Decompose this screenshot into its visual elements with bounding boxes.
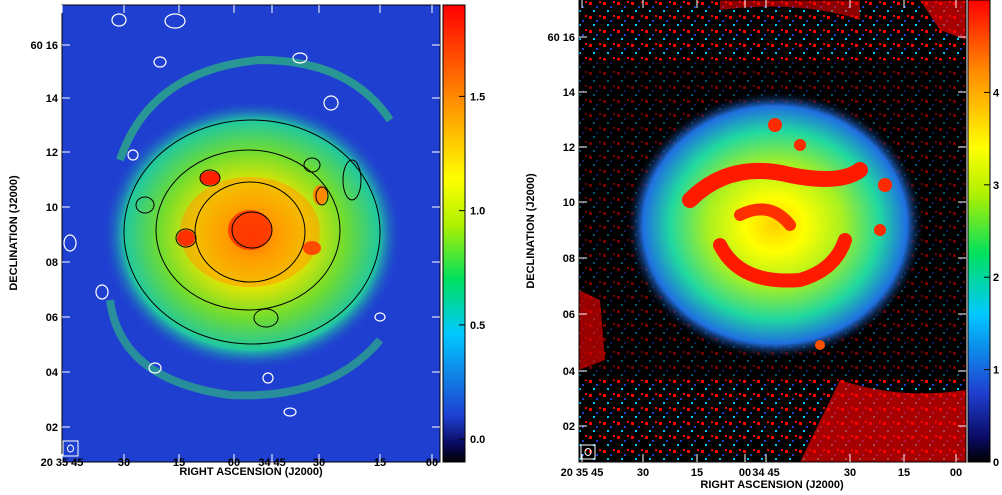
colorbar-tick-label: 1.0 bbox=[470, 206, 485, 218]
colorbar-tick-label: 1 bbox=[993, 365, 999, 377]
dec-tick-label: 04 bbox=[46, 367, 59, 379]
ra-tick-label: 00 bbox=[950, 467, 962, 479]
colorbar-tick-label: 1.5 bbox=[470, 91, 485, 103]
ra-tick-label: 30 bbox=[637, 467, 649, 479]
ra-tick-label: 20 35 45 bbox=[41, 457, 84, 469]
colorbar-tick-label: 0.0 bbox=[470, 434, 485, 446]
dec-tick-label: 06 bbox=[563, 309, 575, 321]
ra-tick-label: 34 45 bbox=[258, 457, 286, 469]
dec-tick-label: 08 bbox=[563, 253, 575, 265]
right-ylabel: DECLINATION (J2000) bbox=[525, 173, 537, 289]
dec-tick-label: 12 bbox=[563, 142, 575, 154]
ra-tick-label: 15 bbox=[898, 467, 910, 479]
right-panel: 20 35 45 30 15 00 34 45 30 15 00 60 16141210080… bbox=[525, 0, 1000, 491]
left-image bbox=[62, 5, 440, 462]
ra-tick-label: 15 bbox=[173, 457, 185, 469]
ra-tick-label: 30 bbox=[844, 467, 856, 479]
right-beam-box bbox=[580, 444, 596, 460]
left-ylabel: DECLINATION (J2000) bbox=[8, 175, 20, 291]
left-xlabel: RIGHT ASCENSION (J2000) bbox=[179, 466, 323, 478]
dec-tick-label: 08 bbox=[46, 257, 58, 269]
colorbar-tick-label: 4 bbox=[993, 87, 1000, 99]
left-beam-box bbox=[62, 440, 79, 457]
ra-tick-label: 30 bbox=[118, 457, 130, 469]
colorbar-tick-label: 2 bbox=[993, 272, 999, 284]
colorbar-tick-label: 0 bbox=[993, 457, 999, 469]
colorbar-tick-label: 3 bbox=[993, 180, 999, 192]
dec-tick-label: 02 bbox=[46, 422, 58, 434]
left-panel: 20 35 45 30 15 00 34 45 30 15 00 60 16 14 12 10 08 0… bbox=[8, 4, 485, 478]
left-colorbar bbox=[442, 4, 466, 463]
dec-tick-label: 14 bbox=[46, 93, 59, 105]
dec-tick-label: 04 bbox=[563, 366, 576, 378]
ra-tick-label: 00 bbox=[228, 457, 240, 469]
dec-tick-label: 10 bbox=[563, 197, 575, 209]
colorbar-tick-label: 0.5 bbox=[470, 320, 485, 332]
ra-tick-label: 20 35 45 bbox=[561, 467, 604, 479]
left-frame bbox=[61, 4, 441, 463]
dec-tick-label: 02 bbox=[563, 421, 575, 433]
right-xlabel: RIGHT ASCENSION (J2000) bbox=[700, 479, 844, 491]
dec-tick-label: 10 bbox=[46, 202, 58, 214]
ra-tick-label: 30 bbox=[313, 457, 325, 469]
ra-tick-label: 00 bbox=[426, 457, 438, 469]
ra-tick-label: 00 bbox=[739, 467, 751, 479]
ra-tick-label: 15 bbox=[691, 467, 703, 479]
dec-tick-label: 12 bbox=[46, 147, 58, 159]
dec-tick-label: 60 16 bbox=[30, 40, 58, 52]
dec-tick-label: 60 16 bbox=[547, 32, 575, 44]
right-beam-ellipse bbox=[584, 448, 592, 456]
ra-tick-label: 15 bbox=[374, 457, 386, 469]
right-image bbox=[579, 0, 966, 462]
dec-tick-label: 14 bbox=[563, 87, 576, 99]
ra-tick-label: 34 45 bbox=[752, 467, 780, 479]
right-colorbar bbox=[967, 0, 991, 463]
right-frame bbox=[578, 0, 967, 463]
dec-tick-label: 06 bbox=[46, 312, 58, 324]
left-beam-ellipse bbox=[67, 444, 74, 453]
